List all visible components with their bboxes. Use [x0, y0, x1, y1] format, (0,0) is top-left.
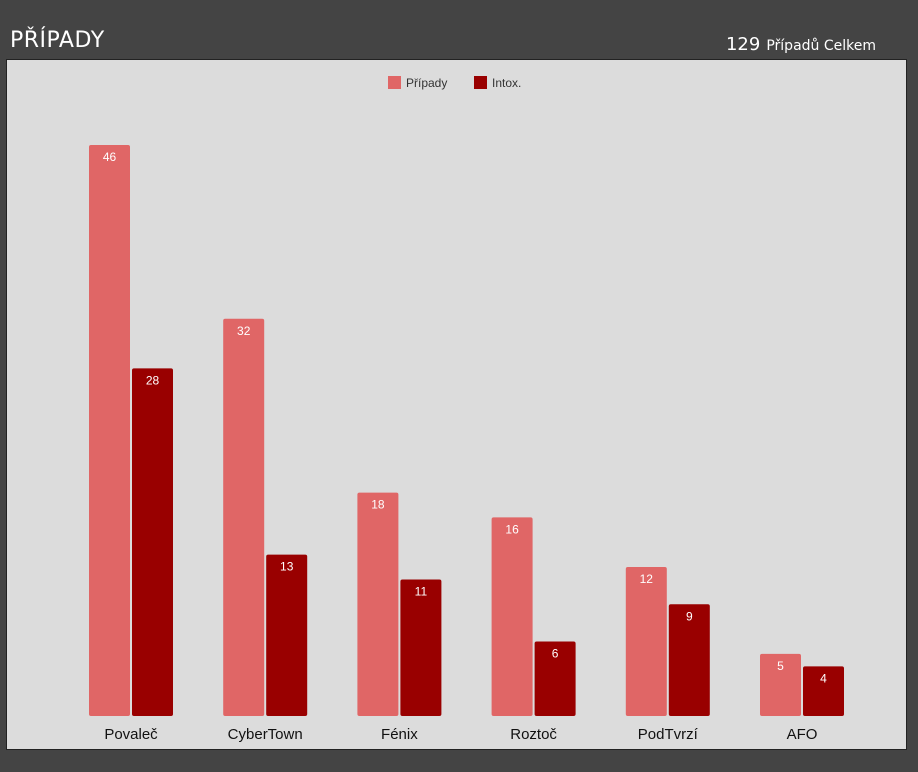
bar-pripady[interactable]	[223, 318, 265, 716]
bar-intox[interactable]	[132, 368, 173, 716]
total-count-label: Případů Celkem	[766, 38, 876, 54]
legend-swatch-0	[388, 76, 401, 89]
category-label: PodTvrzí	[638, 726, 699, 743]
category-label: Povaleč	[104, 726, 158, 743]
bar-value-label: 4	[820, 671, 827, 685]
bar-group: 12 9 PodTvrzí	[625, 567, 710, 743]
category-label: CyberTown	[228, 726, 303, 743]
bar-pripady[interactable]	[491, 517, 533, 716]
bar-value-label: 46	[103, 150, 117, 164]
bar-group: 16 6 Roztoč	[491, 517, 576, 743]
bar-group: 5 4 AFO	[760, 653, 844, 743]
category-label: AFO	[787, 726, 818, 743]
bar-group: 18 11 Fénix	[357, 492, 442, 743]
bar-value-label: 18	[371, 498, 385, 512]
total-count: 129 Případů Celkem	[726, 34, 876, 55]
legend: Případy Intox.	[388, 76, 521, 90]
bar-intox[interactable]	[534, 641, 576, 716]
bar-value-label: 12	[640, 572, 654, 586]
bar-intox[interactable]	[803, 666, 844, 716]
bar-value-label: 16	[505, 522, 519, 536]
bar-value-label: 9	[686, 609, 693, 623]
total-count-value: 129	[725, 34, 761, 55]
bar-intox[interactable]	[668, 604, 710, 716]
legend-label-1: Intox.	[492, 76, 521, 90]
legend-swatch-1	[474, 76, 487, 89]
bar-group: 46 28 Povaleč	[89, 145, 173, 743]
bar-value-label: 28	[146, 373, 160, 387]
bar-group: 32 13 CyberTown	[223, 318, 308, 743]
page-title: PŘÍPADY	[10, 28, 105, 53]
bar-pripady[interactable]	[89, 145, 130, 716]
bar-value-label: 11	[415, 584, 428, 598]
bar-value-label: 5	[777, 659, 784, 673]
bar-value-label: 6	[552, 647, 559, 661]
bar-pripady[interactable]	[357, 492, 399, 716]
legend-label-0: Případy	[406, 76, 447, 90]
bar-value-label: 13	[280, 560, 294, 574]
bar-intox[interactable]	[400, 579, 442, 716]
bar-pripady[interactable]	[625, 567, 667, 716]
category-label: Fénix	[381, 726, 418, 743]
bar-value-label: 32	[237, 324, 251, 338]
bar-intox[interactable]	[266, 554, 308, 716]
category-label: Roztoč	[510, 726, 557, 743]
bar-pripady[interactable]	[760, 653, 801, 716]
